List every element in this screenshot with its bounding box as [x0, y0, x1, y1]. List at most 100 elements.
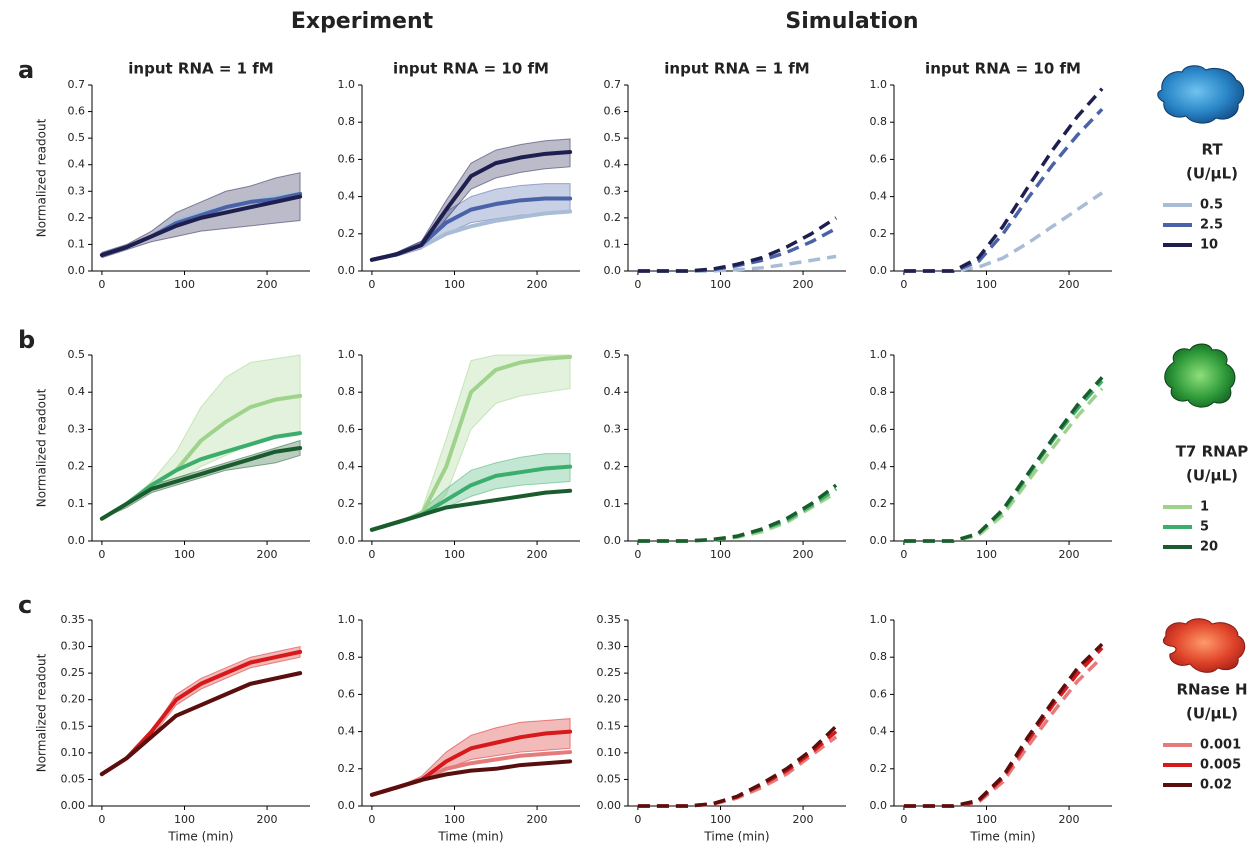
y-tick-label: 0.2	[338, 227, 356, 240]
y-tick-label: 0.6	[870, 152, 888, 165]
y-tick-label: 0.8	[338, 115, 356, 128]
legend-label: 0.02	[1200, 778, 1232, 793]
x-tick-label: 100	[444, 548, 465, 561]
y-tick-label: 0.4	[68, 158, 86, 171]
x-tick-label: 100	[976, 813, 997, 826]
legend-label: 0.001	[1200, 738, 1241, 753]
panel-label: c	[18, 591, 32, 619]
protein-icon	[1162, 618, 1246, 673]
x-tick-label: 200	[1059, 278, 1080, 291]
x-tick-label: 200	[1059, 548, 1080, 561]
y-tick-label: 0.00	[597, 799, 622, 812]
x-axis-label: Time (min)	[703, 830, 769, 844]
y-tick-label: 0.0	[68, 264, 86, 277]
chart-title: input RNA = 1 fM	[664, 60, 809, 78]
y-tick-label: 1.0	[870, 78, 888, 91]
x-tick-label: 0	[368, 813, 375, 826]
y-tick-label: 0.6	[338, 687, 356, 700]
y-tick-label: 0.2	[604, 460, 622, 473]
y-tick-label: 0.6	[338, 152, 356, 165]
y-tick-label: 0.0	[68, 534, 86, 547]
data-line	[369, 759, 573, 797]
y-tick-label: 0.2	[870, 497, 888, 510]
panel-label: b	[18, 326, 35, 354]
x-tick-label: 100	[444, 278, 465, 291]
y-tick-label: 0.2	[870, 762, 888, 775]
y-tick-label: 0.05	[597, 772, 622, 785]
y-tick-label: 0.1	[68, 237, 86, 250]
y-tick-label: 0.25	[61, 666, 86, 679]
y-tick-label: 0.0	[604, 534, 622, 547]
x-tick-label: 0	[634, 278, 641, 291]
y-tick-label: 0.8	[338, 385, 356, 398]
x-tick-label: 100	[174, 548, 195, 561]
legend-label: 5	[1200, 520, 1209, 535]
x-tick-label: 0	[368, 278, 375, 291]
data-line	[369, 149, 573, 262]
y-tick-label: 0.30	[61, 640, 86, 653]
y-tick-label: 0.2	[68, 211, 86, 224]
y-tick-label: 0.5	[604, 348, 622, 361]
y-tick-label: 0.2	[338, 497, 356, 510]
y-tick-label: 0.2	[870, 227, 888, 240]
x-tick-label: 100	[174, 278, 195, 291]
y-tick-label: 0.15	[597, 719, 622, 732]
chart-title: input RNA = 1 fM	[128, 60, 273, 78]
y-tick-label: 0.3	[604, 422, 622, 435]
legend-title: (U/μL)	[1186, 705, 1238, 723]
x-tick-label: 0	[368, 548, 375, 561]
y-axis-label: Normalized readout	[35, 653, 49, 772]
header: Simulation	[785, 9, 918, 34]
y-tick-label: 0.20	[61, 693, 86, 706]
legend-title: RT	[1201, 141, 1223, 159]
data-line	[99, 671, 303, 777]
y-tick-label: 0.6	[870, 422, 888, 435]
legend-title: (U/μL)	[1186, 467, 1238, 485]
y-tick-label: 0.8	[870, 650, 888, 663]
y-tick-label: 0.4	[870, 190, 888, 203]
data-line	[369, 488, 573, 532]
x-tick-label: 0	[98, 813, 105, 826]
y-tick-label: 0.1	[604, 497, 622, 510]
y-tick-label: 0.2	[338, 762, 356, 775]
y-tick-label: 1.0	[870, 613, 888, 626]
x-tick-label: 200	[257, 278, 278, 291]
data-line	[903, 87, 1104, 273]
y-tick-label: 0.0	[338, 799, 356, 812]
error-band	[371, 718, 571, 796]
x-tick-label: 200	[1059, 813, 1080, 826]
protein-icon	[1164, 343, 1236, 408]
data-line	[637, 216, 838, 273]
y-axis-label: Normalized readout	[35, 118, 49, 237]
y-tick-label: 0.5	[68, 348, 86, 361]
y-tick-label: 0.0	[338, 264, 356, 277]
y-tick-label: 0.8	[338, 650, 356, 663]
x-tick-label: 0	[98, 548, 105, 561]
y-tick-label: 0.15	[61, 719, 86, 732]
y-tick-label: 0.1	[604, 237, 622, 250]
data-line	[903, 387, 1104, 543]
y-tick-label: 1.0	[338, 348, 356, 361]
chart-title: input RNA = 10 fM	[393, 60, 549, 78]
x-tick-label: 0	[634, 548, 641, 561]
x-tick-label: 100	[710, 278, 731, 291]
y-tick-label: 0.3	[604, 184, 622, 197]
y-tick-label: 0.6	[338, 422, 356, 435]
legend-label: 1	[1200, 500, 1209, 515]
legend-title: (U/μL)	[1186, 165, 1238, 183]
x-tick-label: 200	[527, 548, 548, 561]
x-axis-label: Time (min)	[167, 830, 233, 844]
x-tick-label: 100	[444, 813, 465, 826]
y-tick-label: 0.2	[604, 211, 622, 224]
y-tick-label: 0.30	[597, 640, 622, 653]
y-tick-label: 0.6	[68, 105, 86, 118]
y-tick-label: 0.7	[604, 78, 622, 91]
y-tick-label: 0.4	[870, 460, 888, 473]
data-line	[637, 725, 838, 808]
x-tick-label: 100	[174, 813, 195, 826]
y-tick-label: 0.3	[68, 184, 86, 197]
y-tick-label: 0.8	[870, 385, 888, 398]
legend-label: 2.5	[1200, 218, 1223, 233]
header: Experiment	[291, 9, 434, 34]
y-tick-label: 0.3	[68, 422, 86, 435]
